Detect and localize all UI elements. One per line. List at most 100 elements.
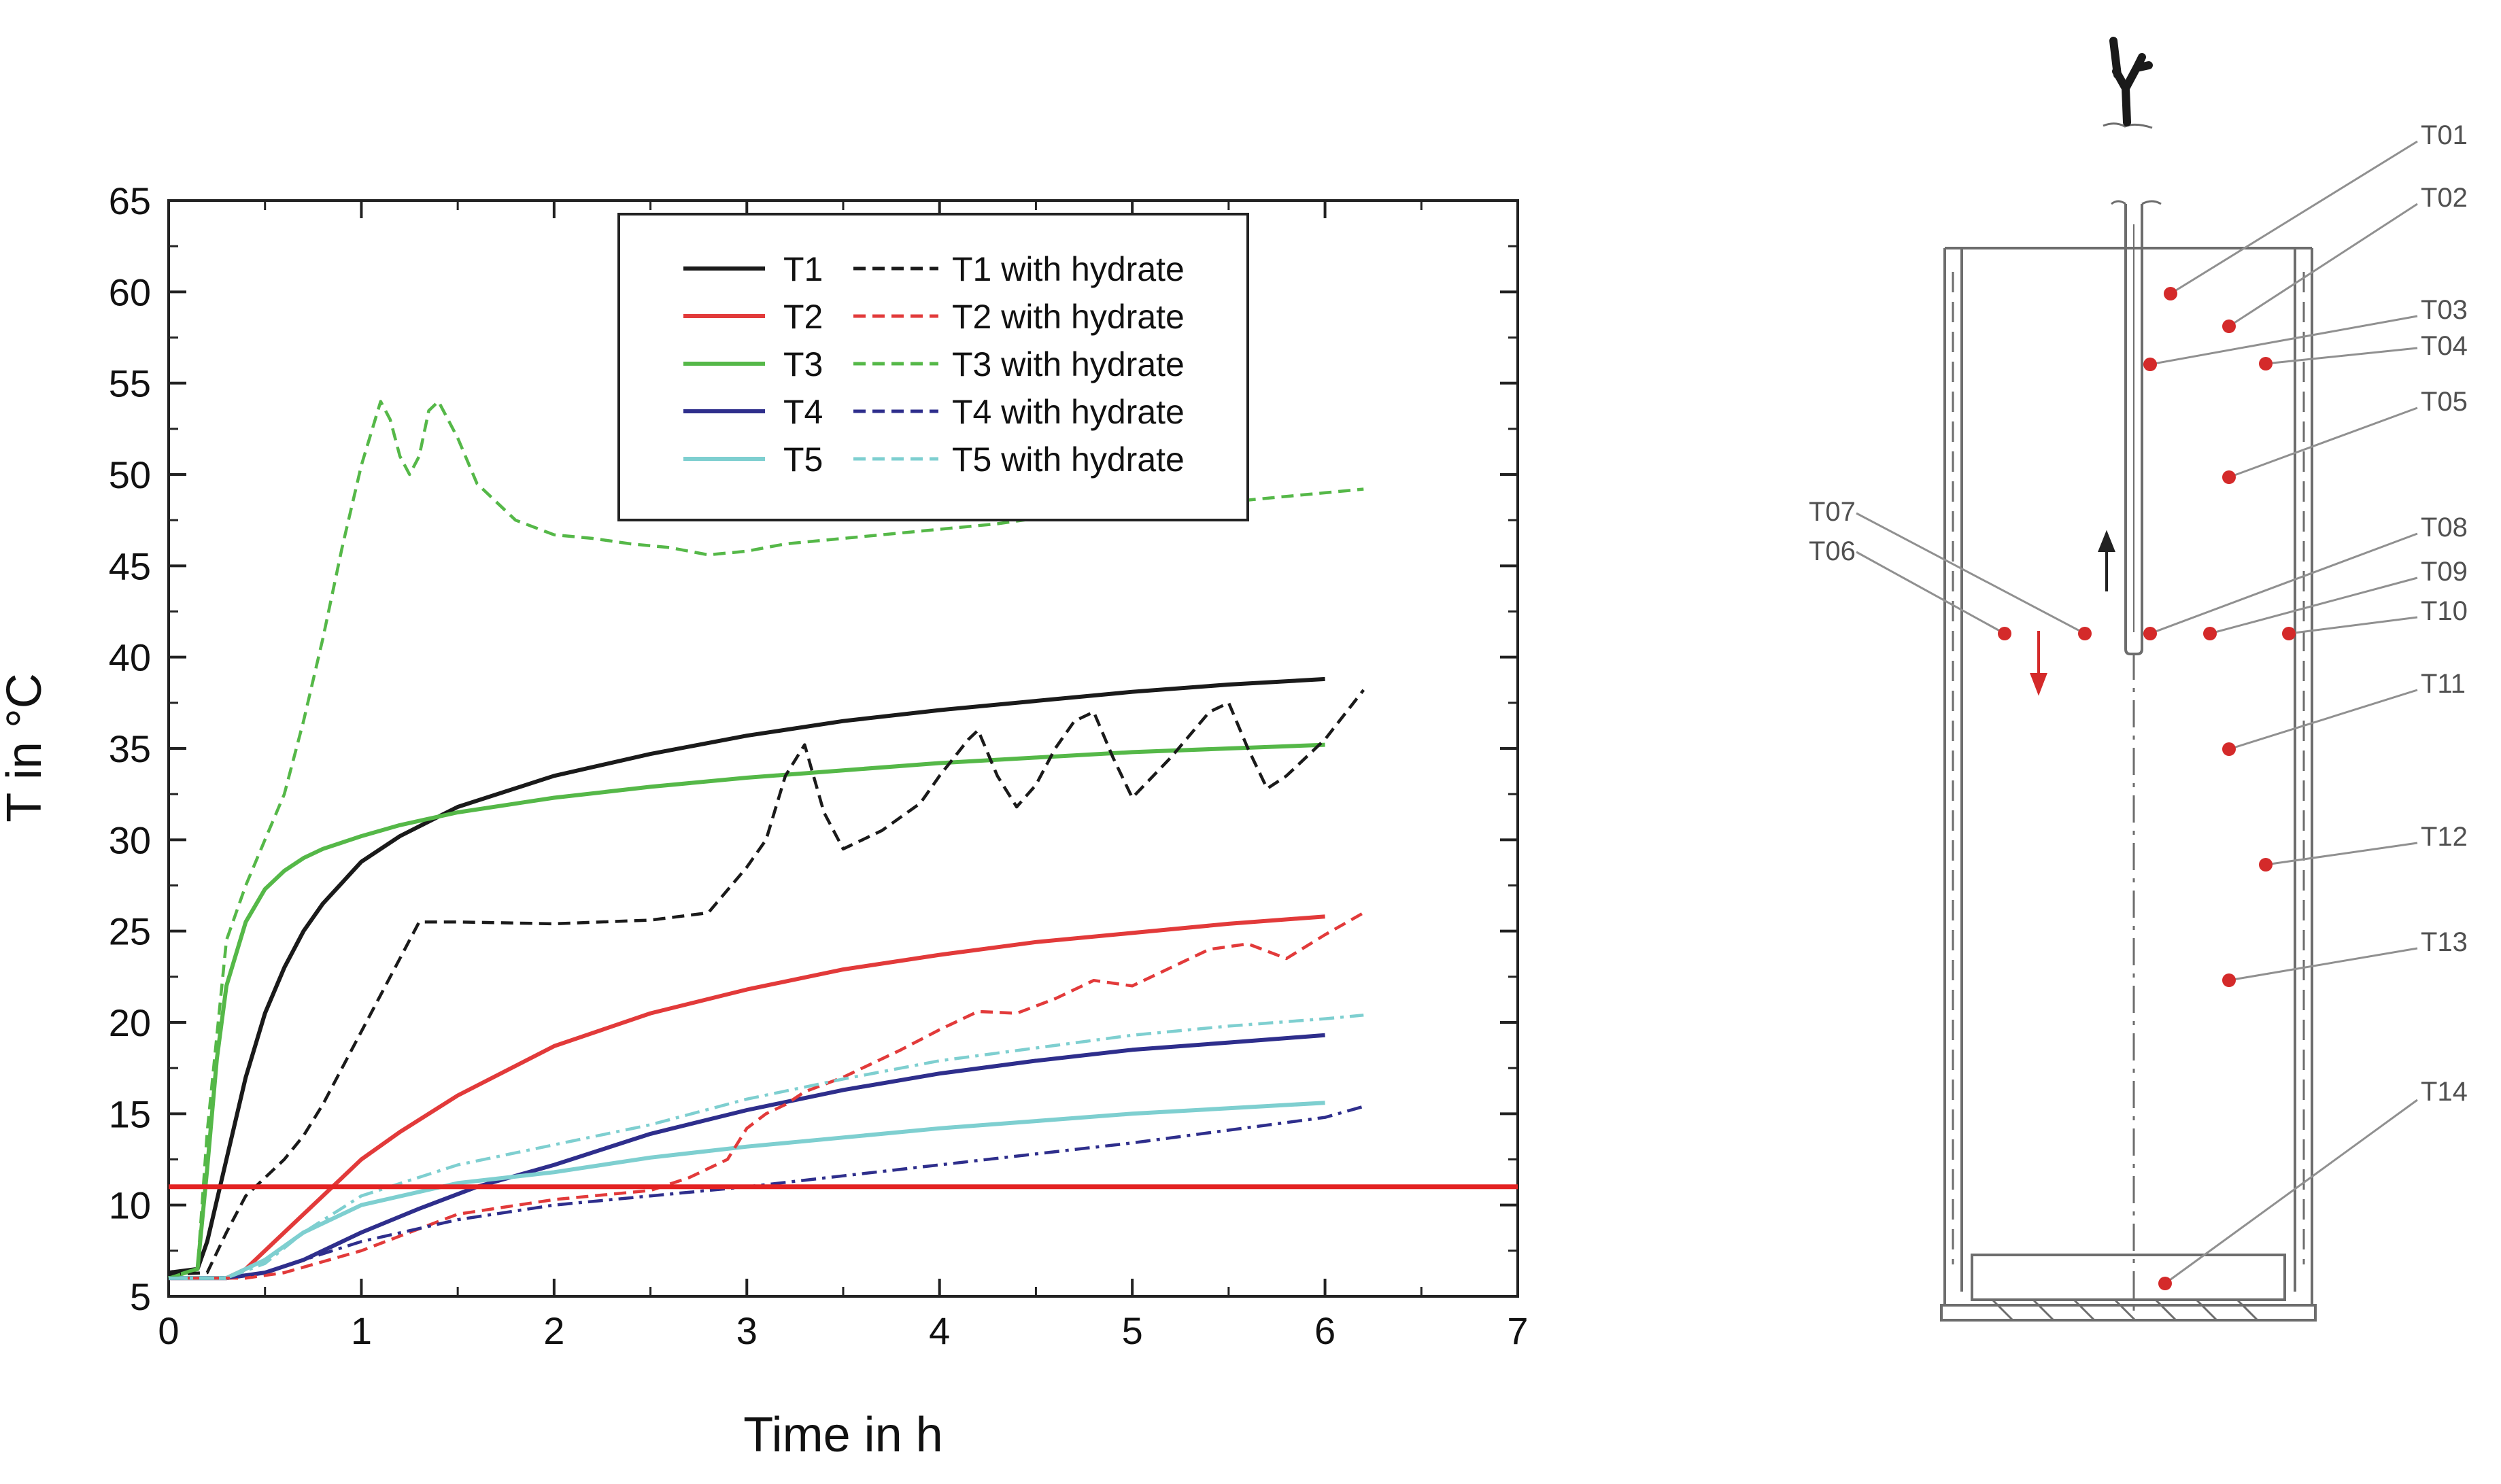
base-plate bbox=[1940, 1304, 2317, 1322]
sensor-dot-t13 bbox=[2222, 973, 2236, 987]
sensor-dot-t05 bbox=[2222, 470, 2236, 484]
x-tick-label: 7 bbox=[1507, 1309, 1528, 1352]
leader-t12 bbox=[2265, 842, 2418, 866]
x-tick-label: 6 bbox=[1314, 1309, 1335, 1352]
series-t3 bbox=[168, 742, 1325, 1280]
y-tick-label: 15 bbox=[109, 1092, 151, 1135]
legend-box bbox=[617, 213, 1249, 521]
series-t1 bbox=[168, 676, 1325, 1275]
leader-t11 bbox=[2228, 689, 2418, 750]
series-t3-with-hydrate bbox=[168, 400, 1364, 1280]
legend-label-t5-hydrate: T5 with hydrate bbox=[952, 441, 1185, 479]
series-t4 bbox=[169, 1033, 1325, 1281]
sensor-dot-t11 bbox=[2222, 742, 2236, 756]
legend-label-t4: T4 bbox=[783, 393, 823, 431]
sensor-dot-t09 bbox=[2203, 627, 2217, 640]
sensor-dot-t03 bbox=[2143, 358, 2157, 371]
flow-down-arrow-icon bbox=[2030, 631, 2047, 696]
y-tick-label: 65 bbox=[109, 179, 151, 222]
leader-t03 bbox=[2149, 315, 2418, 366]
y-tick-label: 10 bbox=[109, 1184, 151, 1227]
sensor-label-t08: T08 bbox=[2421, 513, 2468, 542]
leader-t14 bbox=[2164, 1099, 2418, 1285]
y-tick-label: 5 bbox=[130, 1275, 151, 1318]
sensor-dot-t08 bbox=[2143, 627, 2157, 640]
wire-icon bbox=[2109, 37, 2153, 126]
series-t4-with-hydrate bbox=[169, 1105, 1364, 1280]
sensor-layout-diagram: T01 T02 T03 T04 T05 T06 T07 T08 T09 T10 T11 T12 T13 T… bbox=[1809, 37, 2468, 1322]
leader-t09 bbox=[2209, 576, 2418, 635]
series-t2 bbox=[169, 914, 1325, 1281]
sensor-layer: T01 T02 T03 T04 T05 T06 T07 T08 T09 T10 T11 T12 T13 T… bbox=[1809, 120, 2468, 1290]
sensor-label-t05: T05 bbox=[2421, 387, 2468, 417]
base-hatching bbox=[1991, 1298, 2259, 1322]
leader-t01 bbox=[2170, 140, 2418, 295]
sensor-label-t02: T02 bbox=[2421, 183, 2468, 213]
x-tick-label: 2 bbox=[543, 1309, 564, 1352]
probe-tube bbox=[2124, 204, 2143, 655]
sensor-dot-t01 bbox=[2164, 287, 2177, 300]
sensor-label-t09: T09 bbox=[2421, 557, 2468, 587]
y-tick-label: 40 bbox=[109, 636, 151, 679]
x-tick-label: 5 bbox=[1122, 1309, 1143, 1352]
legend-label-t1-hydrate: T1 with hydrate bbox=[952, 250, 1185, 288]
series-t5-with-hydrate bbox=[169, 1014, 1364, 1280]
y-tick-label: 35 bbox=[109, 727, 151, 770]
sensor-label-t07: T07 bbox=[1809, 497, 1856, 527]
sensor-label-t13: T13 bbox=[2421, 927, 2468, 957]
flow-up-arrow-icon bbox=[2098, 530, 2115, 591]
x-tick-label: 4 bbox=[929, 1309, 950, 1352]
wire-break bbox=[2103, 122, 2153, 129]
sensor-label-t14: T14 bbox=[2421, 1077, 2468, 1107]
y-tick-label: 25 bbox=[109, 910, 151, 953]
legend: T1 T1 with hydrate T2 T2 with hydrate T3 T3 w… bbox=[617, 213, 1249, 521]
x-tick-label: 1 bbox=[351, 1309, 372, 1352]
y-tick-label: 55 bbox=[109, 362, 151, 405]
sensor-label-t06: T06 bbox=[1809, 536, 1856, 566]
sensor-label-t12: T12 bbox=[2421, 822, 2468, 852]
legend-label-t1: T1 bbox=[783, 250, 823, 288]
sensor-dot-t12 bbox=[2259, 858, 2273, 872]
sensor-dot-t02 bbox=[2222, 320, 2236, 333]
y-tick-label: 50 bbox=[109, 453, 151, 496]
leader-t13 bbox=[2228, 947, 2418, 982]
legend-label-t3: T3 bbox=[783, 345, 823, 383]
leader-t10 bbox=[2288, 616, 2418, 635]
leader-t02 bbox=[2228, 203, 2418, 328]
sensor-label-t04: T04 bbox=[2421, 331, 2468, 361]
leader-t04 bbox=[2265, 347, 2418, 365]
sensor-label-t10: T10 bbox=[2421, 596, 2468, 626]
y-tick-label: 60 bbox=[109, 271, 151, 313]
legend-label-t5: T5 bbox=[783, 441, 823, 479]
y-tick-label: 20 bbox=[109, 1001, 151, 1044]
x-tick-label: 0 bbox=[158, 1309, 179, 1352]
sensor-dot-t04 bbox=[2259, 357, 2273, 370]
x-axis-label: Time in h bbox=[743, 1408, 942, 1462]
series-t5 bbox=[169, 1101, 1325, 1281]
sensor-label-t03: T03 bbox=[2421, 295, 2468, 325]
y-axis-label: T in °C bbox=[0, 673, 52, 823]
y-tick-label: 30 bbox=[109, 818, 151, 861]
sensor-label-t11: T11 bbox=[2421, 669, 2466, 699]
sensor-dot-t10 bbox=[2282, 627, 2296, 640]
leader-t06 bbox=[1856, 551, 2005, 635]
x-tick-label: 3 bbox=[736, 1309, 758, 1352]
legend-label-t4-hydrate: T4 with hydrate bbox=[952, 393, 1185, 431]
legend-label-t2-hydrate: T2 with hydrate bbox=[952, 298, 1185, 336]
legend-label-t2: T2 bbox=[783, 298, 823, 336]
sensor-dot-t07 bbox=[2078, 627, 2092, 640]
bottom-plate bbox=[1971, 1254, 2286, 1301]
leader-t08 bbox=[2149, 532, 2418, 635]
series-t2-with-hydrate bbox=[169, 911, 1365, 1280]
leader-t07 bbox=[1856, 512, 2086, 635]
sensor-label-t01: T01 bbox=[2421, 120, 2468, 150]
legend-label-t3-hydrate: T3 with hydrate bbox=[952, 345, 1185, 383]
y-tick-label: 45 bbox=[109, 545, 151, 587]
probe-break-top bbox=[2111, 200, 2162, 205]
leader-t05 bbox=[2228, 407, 2418, 479]
series-layer bbox=[168, 400, 1365, 1281]
sensor-dot-t14 bbox=[2158, 1277, 2172, 1290]
